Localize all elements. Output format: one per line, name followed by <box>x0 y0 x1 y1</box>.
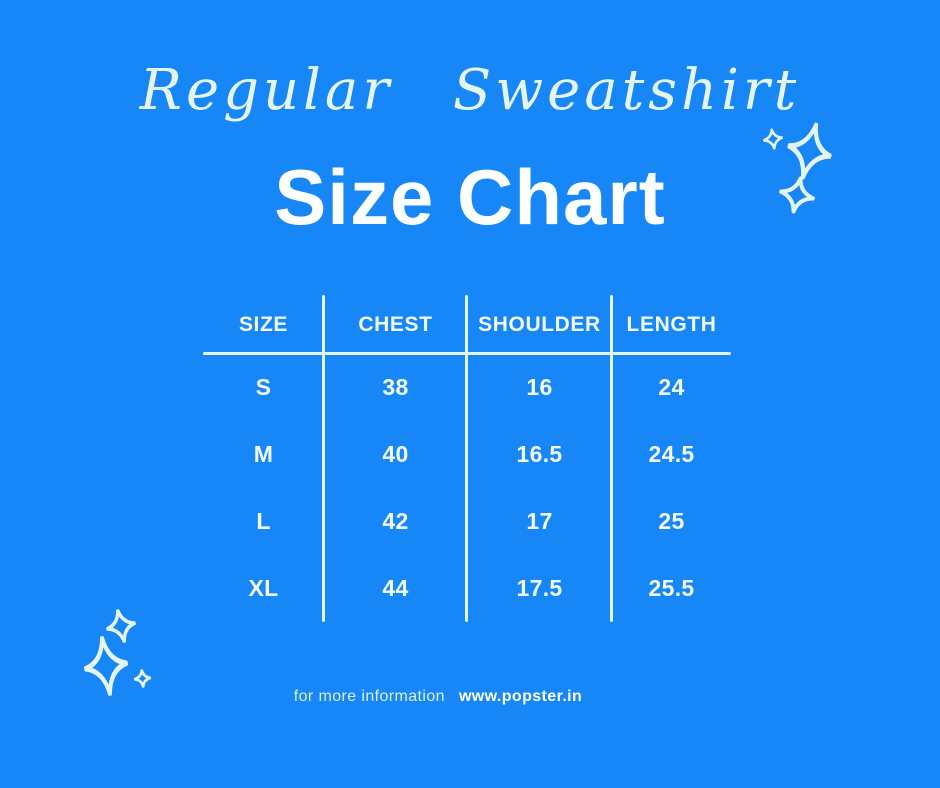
sparkle-icon <box>762 127 785 152</box>
row-s-size: S <box>255 374 272 400</box>
column-header-shoulder: SHOULDER <box>478 312 601 336</box>
column-header-size: SIZE <box>238 312 289 336</box>
row-s-chest: 38 <box>382 374 409 400</box>
row-s-length: 24 <box>658 374 685 400</box>
table-header-rule <box>203 352 731 355</box>
column-header-chest: CHEST <box>358 312 433 336</box>
row-l-chest: 42 <box>382 508 409 534</box>
row-xl-size: XL <box>248 575 279 601</box>
row-xl-chest: 44 <box>382 575 409 601</box>
sparkle-icon <box>781 117 839 184</box>
footer-website: www.popster.in <box>458 688 583 705</box>
table-column-divider <box>610 295 613 622</box>
size-table: SIZE CHEST SHOULDER LENGTH S 38 16 24 M … <box>203 295 731 622</box>
row-m-shoulder: 16.5 <box>516 441 563 467</box>
table-column-divider <box>465 295 468 622</box>
sparkle-icon <box>775 173 818 218</box>
script-title: Regular Sweatshirt <box>139 58 801 123</box>
row-m-size: M <box>253 441 274 467</box>
column-header-length: LENGTH <box>626 312 717 336</box>
row-l-shoulder: 17 <box>526 508 553 534</box>
footer: for more information www.popster.in <box>0 688 940 706</box>
page-title: Size Chart <box>274 153 666 241</box>
row-s-shoulder: 16 <box>526 374 553 400</box>
row-xl-length: 25.5 <box>648 575 695 601</box>
footer-info-label: for more information <box>293 688 445 705</box>
row-l-length: 25 <box>658 508 685 534</box>
sparkle-icon <box>133 668 152 688</box>
row-xl-shoulder: 17.5 <box>516 575 563 601</box>
sparkle-icon <box>103 606 139 645</box>
row-m-length: 24.5 <box>648 441 695 467</box>
row-m-chest: 40 <box>382 441 409 467</box>
sparkle-icon <box>80 633 132 699</box>
row-l-size: L <box>256 508 271 534</box>
table-column-divider <box>322 295 325 622</box>
